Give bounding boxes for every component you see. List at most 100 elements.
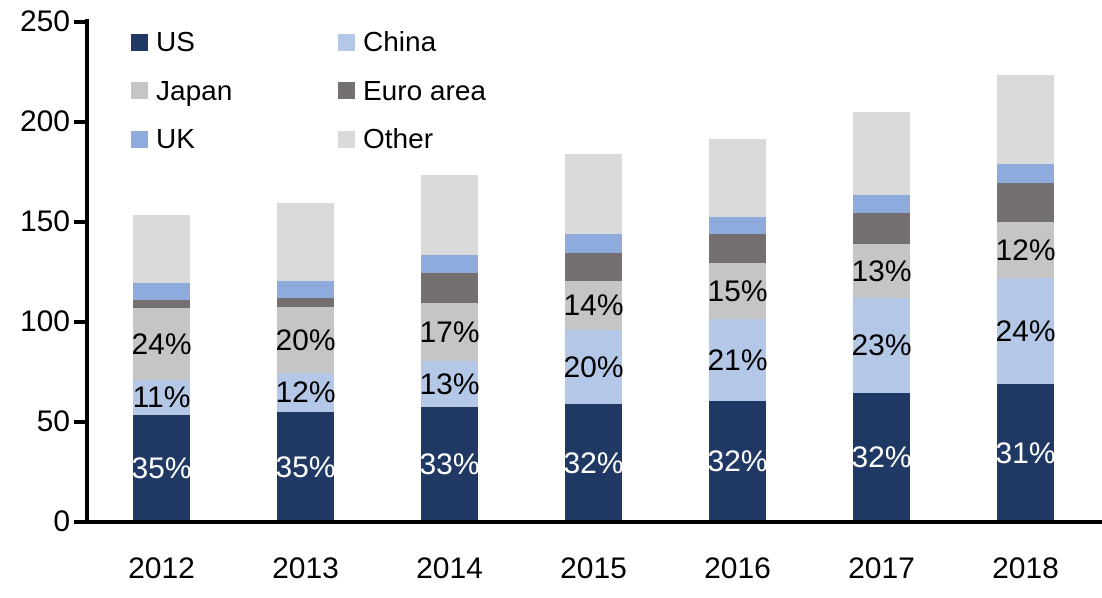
bar-percent-label: 13% (851, 254, 912, 288)
bar-segment-other (565, 154, 622, 234)
bar-segment-japan (565, 281, 622, 330)
y-tick-mark (74, 220, 85, 224)
legend-label: US (156, 26, 195, 57)
bar-percent-label: 13% (419, 367, 480, 401)
legend-swatch-icon (338, 33, 355, 51)
bar-percent-label: 12% (275, 376, 336, 409)
y-tick-mark (74, 520, 85, 524)
bar-segment-uk (277, 281, 334, 298)
bar-segment-uk (133, 283, 190, 300)
legend-item-other: Other (338, 122, 433, 156)
legend-swatch-icon (338, 82, 355, 99)
bar-percent-label: 20% (563, 350, 624, 384)
bar-segment-japan (853, 244, 910, 298)
bar-segment-uk (997, 164, 1054, 183)
legend-swatch-icon (338, 130, 355, 148)
bar-segment-euro-area (565, 253, 622, 281)
bar-segment-euro-area (133, 300, 190, 308)
bar-segment-us (997, 384, 1054, 522)
bar-segment-china (277, 373, 334, 412)
bar-segment-other (709, 139, 766, 217)
bar-segment-other (421, 175, 478, 255)
bar-segment-uk (853, 195, 910, 213)
bar-segment-uk (709, 217, 766, 234)
legend-label: Euro area (363, 74, 486, 106)
legend-label: Other (363, 123, 434, 154)
bar-segment-japan (277, 307, 334, 373)
bar-percent-label: 33% (419, 448, 480, 481)
bar-segment-euro-area (421, 273, 478, 303)
bar-percent-label: 11% (132, 381, 191, 414)
y-tick-mark (74, 320, 85, 324)
bar-segment-japan (709, 263, 766, 319)
x-axis-label-2014: 2014 (416, 552, 483, 585)
bar-percent-label: 32% (563, 446, 624, 480)
y-tick-label: 150 (19, 205, 70, 238)
y-axis-line (85, 19, 89, 524)
x-axis-label-2012: 2012 (128, 552, 195, 585)
bar-segment-other (133, 215, 190, 283)
x-axis-label-2013: 2013 (272, 552, 339, 585)
y-tick-label: 250 (19, 5, 70, 38)
bar-percent-label: 24% (131, 327, 192, 361)
x-axis-label-2017: 2017 (848, 552, 915, 585)
bar-segment-other (277, 203, 334, 281)
bar-segment-china (997, 278, 1054, 384)
bar-segment-us (565, 404, 622, 522)
y-tick-label: 0 (53, 505, 70, 538)
legend-label: Japan (156, 74, 233, 106)
bar-segment-euro-area (709, 234, 766, 263)
bar-segment-us (709, 401, 766, 522)
x-axis-label-2018: 2018 (992, 552, 1059, 585)
bar-segment-china (853, 298, 910, 393)
bar-percent-label: 17% (419, 315, 480, 349)
bar-percent-label: 31% (995, 436, 1056, 470)
bar-percent-label: 12% (995, 233, 1056, 267)
bar-segment-other (853, 112, 910, 195)
bar-segment-us (421, 407, 478, 522)
bar-segment-china (133, 380, 190, 415)
bar-percent-label: 23% (851, 329, 912, 362)
y-tick-label: 200 (19, 105, 70, 138)
bar-segment-euro-area (277, 298, 334, 307)
y-tick-mark (74, 20, 85, 24)
bar-segment-china (565, 330, 622, 404)
bar-segment-uk (421, 255, 478, 273)
bar-segment-euro-area (853, 213, 910, 244)
bar-percent-label: 32% (707, 445, 768, 478)
bar-segment-japan (997, 222, 1054, 278)
legend-item-china: China (338, 25, 436, 59)
bar-percent-label: 21% (707, 343, 768, 377)
legend-label: UK (156, 123, 195, 154)
bar-percent-label: 35% (131, 452, 192, 485)
legend-swatch-icon (131, 130, 148, 148)
bar-percent-label: 15% (707, 274, 768, 308)
legend-swatch-icon (131, 33, 148, 51)
bar-percent-label: 24% (995, 314, 1056, 348)
bar-segment-china (709, 319, 766, 401)
legend-item-us: US (131, 25, 195, 59)
legend-item-euro-area: Euro area (338, 74, 486, 108)
y-tick-mark (74, 420, 85, 424)
legend-swatch-icon (131, 82, 148, 99)
bar-percent-label: 32% (851, 441, 912, 474)
bar-percent-label: 35% (275, 450, 336, 484)
bar-segment-uk (565, 234, 622, 253)
bar-segment-japan (133, 308, 190, 380)
legend-item-uk: UK (131, 122, 195, 156)
legend-label: China (363, 26, 437, 57)
x-axis-label-2015: 2015 (560, 552, 627, 585)
y-tick-mark (74, 120, 85, 124)
bar-segment-japan (421, 303, 478, 361)
bar-segment-other (997, 75, 1054, 164)
legend-item-japan: Japan (131, 74, 232, 108)
x-axis-label-2016: 2016 (704, 552, 771, 585)
bar-segment-us (853, 393, 910, 522)
bar-segment-us (133, 415, 190, 522)
bar-segment-euro-area (997, 183, 1054, 222)
bar-segment-china (421, 361, 478, 407)
y-tick-label: 50 (36, 405, 70, 438)
y-tick-label: 100 (19, 305, 70, 338)
x-axis-line (85, 520, 1102, 524)
